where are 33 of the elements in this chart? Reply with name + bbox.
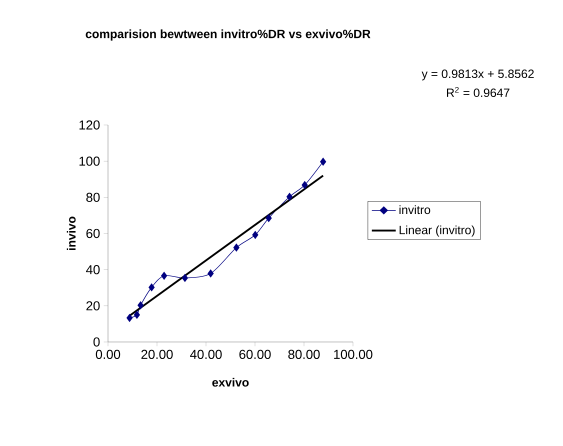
x-tick-label: 20.00 xyxy=(141,350,173,359)
y-tick-label: 120 xyxy=(80,120,100,130)
x-tick-label: 100.00 xyxy=(334,350,372,359)
y-tick-label: 20 xyxy=(86,301,100,310)
y-tick-label: 80 xyxy=(86,192,100,202)
point xyxy=(138,301,144,310)
point xyxy=(320,158,326,166)
point xyxy=(161,272,168,280)
point xyxy=(126,314,133,322)
point xyxy=(266,214,272,222)
point xyxy=(252,230,258,239)
y-tick-label: 60 xyxy=(86,228,100,238)
point xyxy=(302,181,308,189)
text: y = 0.9813x + 5.8562 xyxy=(422,70,534,80)
y-axis-title: invivo xyxy=(66,216,76,250)
point xyxy=(148,283,155,292)
chart-title: comparision bewtween invitro%DR vs exvivo%DR xyxy=(86,29,370,41)
text: R$^{2}$ = 0.9647 xyxy=(446,86,510,98)
x-tick-label: 80.00 xyxy=(288,350,320,359)
point xyxy=(208,270,214,278)
point xyxy=(286,192,293,201)
legend-label: Linear (invitro) xyxy=(400,225,475,237)
point xyxy=(134,310,140,319)
x-tick-label: 40.00 xyxy=(190,350,222,359)
x-tick-label: 60.00 xyxy=(239,350,271,359)
y-tick-label: 100 xyxy=(80,156,100,166)
x-tick-label: 0.00 xyxy=(96,350,120,359)
y-tick-label: 40 xyxy=(86,265,100,274)
legend-label: invitro xyxy=(400,205,430,214)
x-axis-title: exvivo xyxy=(212,378,249,387)
point xyxy=(233,244,240,252)
point xyxy=(182,274,188,282)
y-tick-label: 0 xyxy=(93,337,100,347)
